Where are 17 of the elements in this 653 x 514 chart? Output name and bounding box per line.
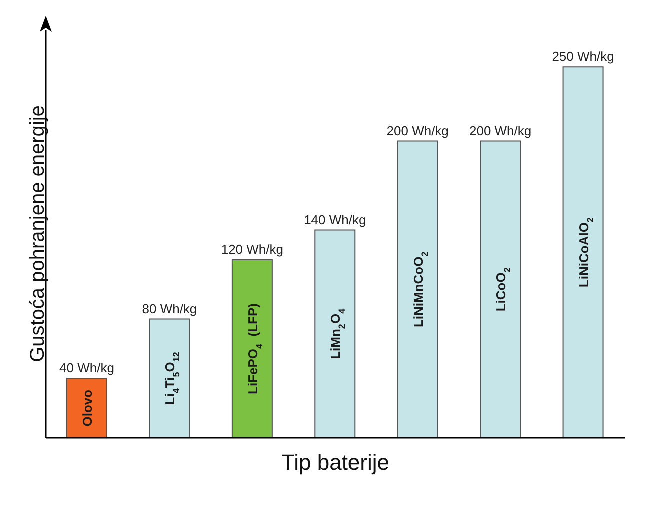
y-axis-title: Gustoća pohranjene energije [27,106,50,362]
data-label: 40 Wh/kg [60,360,114,376]
data-label: 120 Wh/kg [221,242,284,257]
x-tick-label: Olovo [80,390,95,427]
bar [314,230,356,438]
data-label: 250 Wh/kg [552,49,614,64]
bar [562,66,604,438]
data-label: 140 Wh/kg [304,212,366,228]
data-label: 80 Wh/kg [142,301,198,316]
bar [66,378,108,438]
data-label: 200 Wh/kg [469,123,532,138]
bar [232,259,273,438]
bar [480,140,522,438]
x-axis-title: Tip baterije [281,450,390,475]
data-label: 200 Wh/kg [386,123,449,138]
bar [397,140,438,438]
bar [149,318,190,438]
